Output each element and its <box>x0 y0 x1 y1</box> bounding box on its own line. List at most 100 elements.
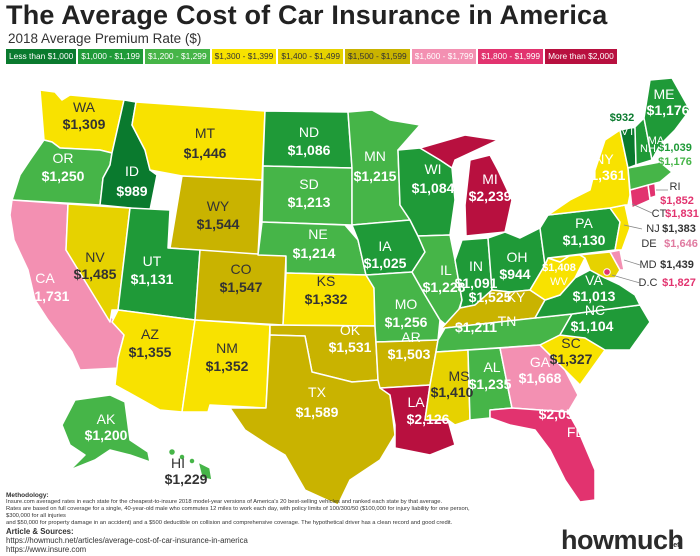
label-code-vt: VT <box>621 126 635 138</box>
label-price-sc: $1,327 <box>550 351 593 367</box>
label-price-me: $1,176 <box>647 102 690 118</box>
label-price-wy: $1,544 <box>197 216 240 232</box>
legend-item-1400-1499: $1,400 - $1,499 <box>278 49 344 64</box>
label-price-ks: $1,332 <box>305 291 348 307</box>
label-code-me: ME <box>654 86 675 102</box>
state-fl <box>489 407 596 503</box>
label-price-il: $1,223 <box>423 279 466 295</box>
label-price-nh: $1,039 <box>658 142 692 154</box>
label-code-ia: IA <box>378 238 392 254</box>
label-price-vt: $932 <box>610 112 634 124</box>
legend-item-lt1000: Less than $1,000 <box>6 49 77 64</box>
label-price-sd: $1,213 <box>288 194 331 210</box>
label-price-ak: $1,200 <box>85 427 128 443</box>
label-code-or: OR <box>53 150 74 166</box>
label-price-mn: $1,215 <box>354 168 397 184</box>
label-price-ne: $1,214 <box>293 245 336 261</box>
label-price-wi: $1,084 <box>412 180 455 196</box>
methodology-line: Insure.com averaged rates in each state … <box>6 499 443 505</box>
label-code-ct: CT <box>652 208 667 220</box>
label-code-tx: TX <box>308 384 327 400</box>
legend: Less than $1,000 $1,000 - $1,199 $1,200 … <box>6 49 617 64</box>
label-code-nc: NC <box>585 302 605 318</box>
label-price-ky: $1,525 <box>469 289 512 305</box>
label-code-ny: NY <box>594 151 614 167</box>
label-price-nv: $1,485 <box>74 266 117 282</box>
label-price-hi: $1,229 <box>165 471 208 487</box>
legend-item-1500-1599: $1,500 - $1,599 <box>345 49 410 64</box>
label-code-hi: HI <box>171 455 185 471</box>
label-code-la: LA <box>407 394 425 410</box>
label-code-ut: UT <box>143 253 162 269</box>
label-code-ms: MS <box>449 368 470 384</box>
map-subtitle: 2018 Average Premium Rate ($) <box>8 31 202 46</box>
state-mi <box>419 134 513 237</box>
label-code-az: AZ <box>141 326 159 342</box>
label-code-wy: WY <box>207 198 230 214</box>
methodology-heading: Methodology: <box>6 492 49 499</box>
label-price-tx: $1,589 <box>296 404 339 420</box>
legend-item-1000-1199: $1,000 - $1,199 <box>78 49 143 64</box>
label-price-ar: $1,503 <box>388 346 431 362</box>
label-code-wa: WA <box>73 99 96 115</box>
label-price-va: $1,013 <box>573 288 616 304</box>
brand-logo: howmuch <box>561 525 684 555</box>
label-price-id: $989 <box>116 183 147 199</box>
label-price-md: $1,439 <box>660 259 694 271</box>
label-price-pa: $1,130 <box>563 232 606 248</box>
label-price-de: $1,646 <box>664 238 698 250</box>
label-price-ct: $1,831 <box>665 208 699 220</box>
label-code-ri: RI <box>670 181 681 193</box>
state-tx <box>229 334 396 506</box>
sources-heading: Article & Sources: <box>6 527 74 536</box>
state-shapes <box>9 77 691 506</box>
label-code-ak: AK <box>97 411 116 427</box>
label-price-nm: $1,352 <box>206 358 249 374</box>
label-code-in: IN <box>469 258 483 274</box>
label-code-nh: NH <box>640 143 656 155</box>
methodology-notes: Methodology: Insure.com averaged rates i… <box>6 492 476 527</box>
label-price-ms: $1,410 <box>431 384 474 400</box>
label-code-mn: MN <box>364 148 386 164</box>
label-code-sc: SC <box>561 335 580 351</box>
state-labels: WA $1,309 OR $1,250 CA $1,731 ID $989 NV… <box>27 86 699 487</box>
label-price-or: $1,250 <box>42 168 85 184</box>
label-code-tn: TN <box>498 313 517 329</box>
label-price-tn: $1,211 <box>455 319 497 335</box>
label-code-al: AL <box>483 359 500 375</box>
methodology-line: and $50,000 for property damage in an ac… <box>6 520 453 526</box>
label-code-ca: CA <box>35 270 55 286</box>
label-code-sd: SD <box>299 176 318 192</box>
label-price-oh: $944 <box>499 266 530 282</box>
legend-item-1300-1399: $1,300 - $1,399 <box>211 49 277 64</box>
label-price-ut: $1,131 <box>131 271 174 287</box>
label-code-pa: PA <box>575 215 593 231</box>
label-price-mt: $1,446 <box>184 145 227 161</box>
methodology-line: Rates are based on full coverage for a s… <box>6 506 470 519</box>
state-ak <box>61 394 151 471</box>
label-price-in: $1,091 <box>455 275 498 291</box>
label-code-ga: GA <box>530 354 551 370</box>
label-price-ca: $1,731 <box>27 288 70 304</box>
label-code-md: MD <box>639 259 656 271</box>
label-code-de: DE <box>641 238 656 250</box>
label-code-mi: MI <box>482 171 498 187</box>
label-code-nj: NJ <box>646 223 659 235</box>
label-code-dc: D.C <box>639 277 658 289</box>
source-link[interactable]: https://howmuch.net/articles/average-cos… <box>6 536 248 545</box>
label-code-ky: KY <box>507 289 526 305</box>
source-link[interactable]: https://www.insure.com <box>6 545 87 554</box>
label-code-nv: NV <box>85 249 105 265</box>
label-price-nd: $1,086 <box>288 142 331 158</box>
state-ma <box>627 161 673 191</box>
label-code-mo: MO <box>395 296 418 312</box>
dc-marker-icon <box>603 268 611 276</box>
label-code-oh: OH <box>507 249 528 265</box>
label-price-ny: $1,361 <box>583 167 626 183</box>
page-title: The Average Cost of Car Insurance in Ame… <box>6 0 608 30</box>
label-price-ga: $1,668 <box>519 370 562 386</box>
state-mt <box>131 101 266 181</box>
label-code-fl: FL <box>567 424 584 440</box>
label-code-ks: KS <box>317 273 336 289</box>
